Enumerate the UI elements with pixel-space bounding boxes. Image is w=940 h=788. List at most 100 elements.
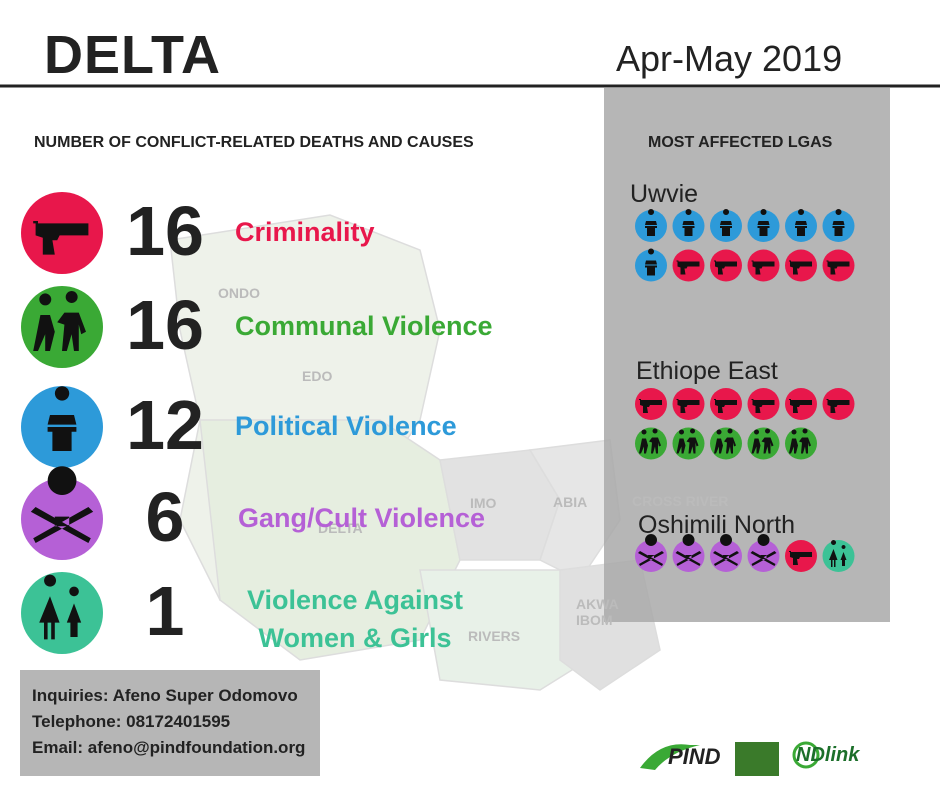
icon-glyph — [829, 540, 847, 567]
icon-glyph — [789, 428, 811, 454]
lga-icon — [747, 427, 780, 460]
lga-panel — [604, 88, 890, 622]
map-label: AKWA IBOM — [576, 596, 619, 628]
lga-icon — [710, 534, 742, 572]
lga-icon — [822, 388, 855, 420]
cause-label: Criminality — [235, 217, 375, 247]
lga-icon — [635, 248, 667, 282]
icon-glyph — [33, 221, 89, 255]
lga-name: Ethiope East — [636, 357, 778, 385]
icon-glyph — [645, 209, 657, 236]
logo-ndlink: NDlink — [796, 744, 860, 766]
icon-glyph — [30, 466, 94, 543]
lga-icon — [785, 388, 817, 420]
lga-icon — [635, 534, 667, 572]
icon-glyph — [751, 428, 774, 454]
lga-icon — [822, 540, 855, 572]
lga-icon — [747, 388, 780, 420]
icon-glyph — [789, 399, 812, 413]
lga-icon-circle — [747, 427, 780, 460]
contact-line: Inquiries: Afeno Super Odomovo — [32, 686, 298, 705]
lga-icon — [672, 534, 705, 572]
lga-icon — [710, 388, 742, 420]
icon-glyph — [639, 399, 662, 413]
lga-icon — [822, 249, 855, 282]
lga-icon — [672, 249, 705, 282]
lga-icon — [710, 249, 742, 282]
death-count: 16 — [126, 192, 204, 270]
lga-icon — [785, 209, 817, 242]
lga-icon-circle — [635, 427, 667, 460]
icon-glyph — [714, 428, 736, 454]
cause-icon — [21, 572, 103, 654]
map-label: DELTA — [318, 520, 363, 536]
logo-pind: PIND — [668, 744, 721, 769]
lga-icon — [747, 209, 780, 242]
lga-icon — [747, 249, 780, 282]
icon-glyph — [676, 428, 699, 454]
lga-icon — [785, 540, 817, 572]
lgas-heading: MOST AFFECTED LGAS — [648, 134, 833, 151]
title: DELTA — [44, 25, 221, 85]
lga-icon — [785, 249, 817, 282]
map-label: ONDO — [218, 285, 260, 301]
icon-glyph — [47, 386, 77, 451]
lga-icon — [822, 209, 855, 242]
icon-glyph — [713, 534, 739, 566]
cause-icon — [21, 192, 103, 274]
causes-heading: NUMBER OF CONFLICT-RELATED DEATHS AND CA… — [34, 134, 474, 151]
icon-glyph — [751, 260, 775, 275]
map-label: EDO — [302, 368, 333, 384]
lga-icon-circle — [710, 427, 742, 460]
icon-glyph — [750, 534, 777, 566]
icon-glyph — [39, 574, 82, 640]
icon-glyph — [714, 260, 737, 275]
logo-shapes — [640, 741, 820, 776]
cause-label: Political Violence — [235, 411, 457, 441]
contact-panel — [20, 670, 320, 776]
cause-label: Communal Violence — [235, 311, 493, 341]
lga-icon — [635, 388, 667, 420]
map-label: IMO — [470, 495, 497, 511]
icon-glyph — [675, 534, 702, 566]
lga-icon — [710, 209, 742, 242]
death-count: 12 — [126, 386, 204, 464]
map-label: ABIA — [553, 494, 588, 510]
lga-icon — [672, 209, 705, 242]
lga-icon — [635, 209, 667, 242]
lga-icon — [672, 388, 705, 420]
icon-glyph — [638, 534, 664, 566]
map-label: CROSS RIVER — [632, 493, 729, 509]
icon-glyph — [832, 209, 845, 236]
icon-glyph — [714, 399, 737, 413]
icon-glyph — [795, 209, 807, 236]
lga-name: Uwvie — [630, 180, 699, 208]
lga-icon — [710, 427, 742, 460]
death-count: 6 — [145, 478, 185, 556]
icon-glyph — [720, 209, 732, 236]
cause-label: Gang/Cult Violence — [238, 503, 486, 533]
icon-glyph — [639, 428, 661, 454]
cause-icon — [21, 286, 103, 368]
cause-circle — [21, 286, 103, 368]
map-label: RIVERS — [468, 628, 521, 644]
contact-line: Email: afeno@pindfoundation.org — [32, 738, 306, 757]
icon-glyph — [826, 399, 850, 413]
icon-glyph — [751, 399, 775, 413]
lga-name: Oshimili North — [638, 511, 795, 539]
cause-label: Violence Against Women & Girls — [246, 585, 464, 653]
cause-icon — [21, 466, 103, 560]
death-count: 1 — [145, 572, 185, 650]
lga-icon — [785, 427, 817, 460]
lga-icon-circle — [822, 540, 855, 572]
lga-icon — [672, 427, 705, 460]
icon-glyph — [789, 551, 812, 565]
icon-glyph — [645, 248, 657, 276]
lga-icon-circle — [672, 427, 705, 460]
lga-icon — [635, 427, 667, 460]
death-count: 16 — [126, 286, 204, 364]
cause-icon — [21, 386, 103, 468]
icon-glyph — [757, 209, 770, 236]
lga-icon — [747, 534, 780, 572]
